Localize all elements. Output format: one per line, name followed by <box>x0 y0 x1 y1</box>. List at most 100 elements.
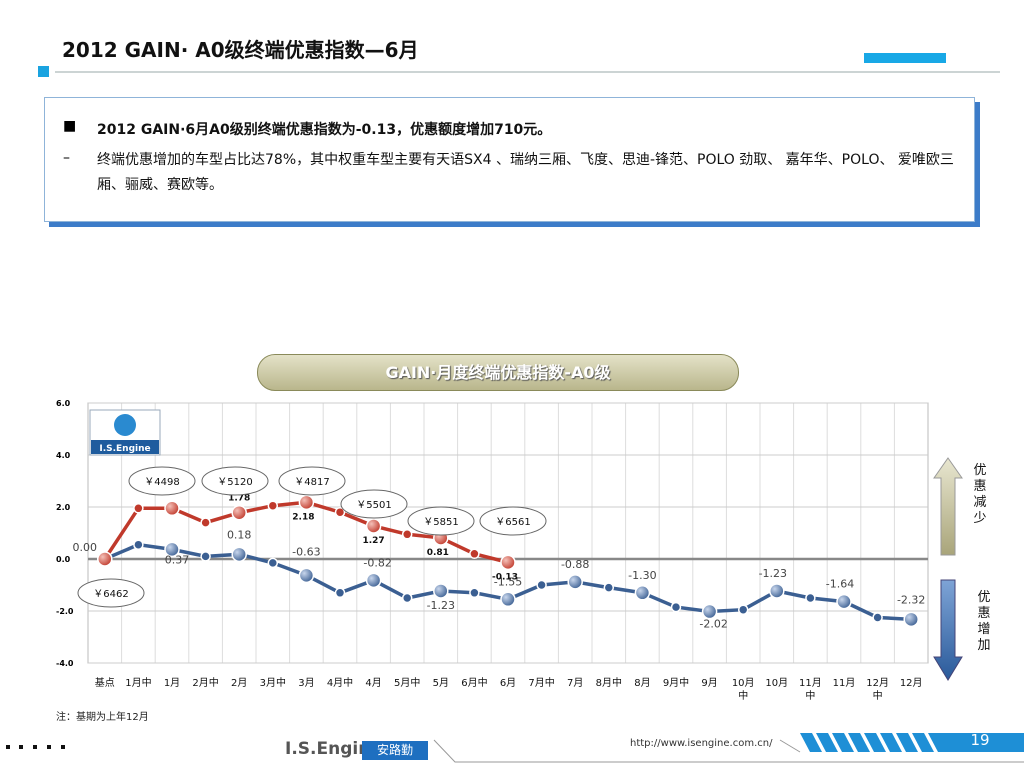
data-label: -1.23 <box>427 599 455 612</box>
x-tick-label: 11月中 <box>799 678 822 702</box>
data-label: 0.00 <box>73 541 98 554</box>
y-tick-label: 2.0 <box>56 503 71 512</box>
point <box>133 503 144 514</box>
data-label: -0.88 <box>561 558 589 571</box>
x-tick-label: 1月 <box>163 678 181 689</box>
title-square <box>38 66 49 77</box>
logo-icon <box>114 414 136 436</box>
point <box>567 574 583 590</box>
point <box>365 572 382 589</box>
price-callout <box>278 466 346 496</box>
bullet-marker: ■ <box>63 118 77 134</box>
data-label: -1.64 <box>826 578 854 591</box>
point <box>903 611 919 628</box>
down-arrow <box>933 579 963 681</box>
bullet-text: 2012 GAIN·6月A0级别终端优惠指数为-0.13，优惠额度增加710元。 <box>97 122 552 138</box>
x-tick-label: 8月中 <box>595 678 622 689</box>
footer-stripes <box>800 733 1024 752</box>
point <box>670 601 682 613</box>
y-tick-label: -4.0 <box>56 659 74 668</box>
footer-brand-cn: 安路勤 <box>362 741 428 760</box>
footer-line <box>433 739 1024 763</box>
logo-band <box>91 440 159 454</box>
price-callout <box>479 506 547 536</box>
point <box>164 500 180 517</box>
data-label: -2.32 <box>897 593 925 606</box>
point <box>133 539 144 550</box>
point <box>401 592 413 604</box>
x-tick-label: 10月中 <box>731 678 755 702</box>
data-label: 0.81 <box>427 548 449 558</box>
x-tick-label: 2月中 <box>192 678 219 689</box>
price-label: ￥4817 <box>294 477 329 488</box>
data-label: 0.37 <box>165 553 190 566</box>
x-tick-label: 8月 <box>634 678 651 689</box>
x-tick-label: 11月 <box>832 678 856 689</box>
point <box>298 494 315 511</box>
x-tick-label: 3月 <box>298 678 315 689</box>
data-label: -1.30 <box>628 569 656 582</box>
price-callout <box>340 489 408 519</box>
point <box>701 603 718 620</box>
x-tick-label: 12月中 <box>866 678 889 702</box>
title-bar <box>864 53 946 63</box>
x-tick-label: 4月中 <box>326 678 354 689</box>
footer-dots <box>6 745 65 749</box>
y-tick-label: 6.0 <box>56 399 71 408</box>
chart-title: GAIN·月度终端优惠指数-A0级 <box>257 354 739 391</box>
data-label: -0.13 <box>492 572 518 582</box>
point <box>231 546 247 563</box>
point <box>737 604 749 615</box>
price-label: ￥4498 <box>144 477 179 488</box>
point <box>500 591 516 608</box>
point <box>231 504 247 521</box>
logo-text: I.S.Engine <box>99 444 150 454</box>
price-label: ￥5501 <box>356 500 391 511</box>
point <box>469 548 480 560</box>
point <box>365 518 382 534</box>
price-label: ￥6561 <box>495 517 530 528</box>
x-tick-label: 9月 <box>701 678 718 689</box>
x-tick-label: 2月 <box>231 678 248 689</box>
x-tick-label: 5月 <box>432 678 449 689</box>
x-tick-label: 3月中 <box>259 678 286 689</box>
point <box>634 585 651 601</box>
x-tick-label: 7月中 <box>528 678 555 689</box>
point <box>872 612 883 623</box>
x-tick-label: 10月 <box>765 678 789 689</box>
footer-brand: I.S.Engine <box>285 739 382 759</box>
price-callout <box>128 466 196 496</box>
price-label: ￥5851 <box>423 517 458 528</box>
price-callout <box>77 578 145 608</box>
data-label: -1.55 <box>494 575 522 588</box>
point <box>603 582 615 593</box>
point <box>433 583 449 599</box>
point <box>500 554 516 571</box>
data-label: -0.82 <box>363 556 391 569</box>
point <box>769 583 785 599</box>
point <box>164 541 180 558</box>
point <box>97 551 113 567</box>
point <box>401 529 413 540</box>
price-label: ￥6462 <box>93 589 128 600</box>
down-label: 优惠增加 <box>977 590 991 653</box>
price-label: ￥5120 <box>217 477 252 488</box>
x-tick-label: 1月中 <box>125 678 152 689</box>
price-callout <box>407 506 475 536</box>
data-label: 1.27 <box>362 536 384 546</box>
price-callout <box>201 466 269 496</box>
y-tick-label: 0.0 <box>56 555 71 564</box>
up-label: 优惠减少 <box>973 463 987 526</box>
summary-box: ■ 2012 GAIN·6月A0级别终端优惠指数为-0.13，优惠额度增加710… <box>44 97 975 222</box>
point <box>267 500 279 511</box>
point <box>836 593 852 610</box>
bullet-marker: – <box>63 150 70 166</box>
x-tick-label: 基点 <box>94 678 115 689</box>
y-tick-label: -2.0 <box>56 607 74 616</box>
x-tick-label: 7月 <box>567 678 584 689</box>
bullet-text: 终端优惠增加的车型占比达78%，其中权重车型主要有天语SX4 、瑞纳三厢、飞度、… <box>97 152 954 193</box>
footer-url: http://www.isengine.com.cn/ <box>630 738 773 749</box>
